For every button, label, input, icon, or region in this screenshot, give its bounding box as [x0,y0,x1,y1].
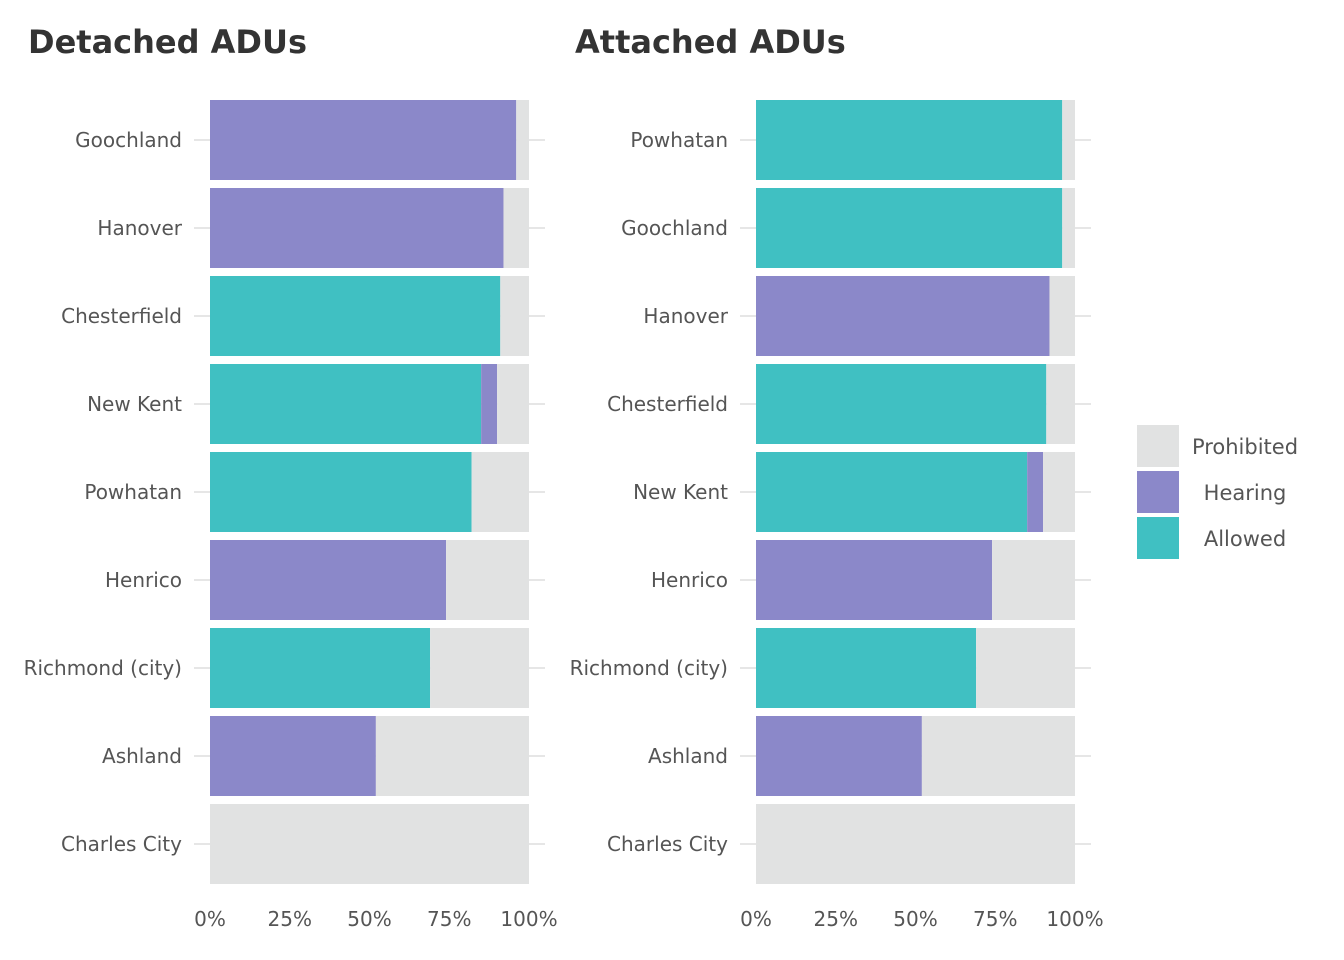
detached-adus-category-label: Richmond (city) [24,656,182,680]
attached-adus-bar-henrico-hearing [756,540,993,620]
detached-adus-bar-henrico-hearing [210,540,447,620]
detached-adus-bar-charles-city-prohibited [210,804,529,884]
attached-adus-bar-new-kent-hearing [1027,452,1044,532]
attached-adus-title: Attached ADUs [575,23,846,61]
detached-adus-category-label: Charles City [61,832,182,856]
detached-adus-bar-powhatan-allowed [210,452,472,532]
detached-adus-category-label: Powhatan [84,480,182,504]
detached-adus-x-tick-label: 75% [427,907,471,931]
legend-swatch-prohibited [1137,425,1179,467]
attached-adus-bar-ashland-hearing [756,716,922,796]
detached-adus-bar-new-kent-prohibited [497,364,529,444]
attached-adus-bar-new-kent-prohibited [1043,452,1075,532]
detached-adus-bar-richmond-city-allowed [210,628,431,708]
detached-adus-bar-new-kent-hearing [481,364,498,444]
attached-adus-x-tick-label: 25% [814,907,858,931]
detached-adus-bar-ashland-hearing [210,716,376,796]
detached-adus-bar-henrico-prohibited [446,540,529,620]
detached-adus-x-tick-label: 50% [347,907,391,931]
attached-adus-category-label: Powhatan [630,128,728,152]
detached-adus-bar-hanover-hearing [210,188,504,268]
attached-adus-bar-powhatan-allowed [756,100,1063,180]
attached-adus-bar-hanover-prohibited [1049,276,1075,356]
attached-adus-bar-hanover-hearing [756,276,1050,356]
attached-adus-bar-ashland-prohibited [921,716,1075,796]
detached-adus-x-tick-label: 25% [268,907,312,931]
attached-adus-bar-henrico-prohibited [992,540,1075,620]
attached-adus-category-label: New Kent [633,480,728,504]
detached-adus-bar-hanover-prohibited [503,188,529,268]
detached-adus-bar-ashland-prohibited [375,716,529,796]
attached-adus-bar-charles-city-prohibited [756,804,1075,884]
detached-adus-title: Detached ADUs [28,23,307,61]
attached-adus-category-label: Chesterfield [607,392,728,416]
legend-swatch-allowed [1137,517,1179,559]
attached-adus-bar-richmond-city-allowed [756,628,977,708]
legend-swatch-hearing [1137,471,1179,513]
detached-adus-bar-chesterfield-allowed [210,276,501,356]
attached-adus-category-label: Richmond (city) [570,656,728,680]
detached-adus-category-label: Goochland [75,128,182,152]
detached-adus-category-label: Ashland [102,744,182,768]
detached-adus-bar-powhatan-prohibited [471,452,529,532]
detached-adus-bar-richmond-city-prohibited [430,628,529,708]
attached-adus-bar-chesterfield-allowed [756,364,1047,444]
detached-adus-bar-new-kent-allowed [210,364,482,444]
detached-adus-bar-goochland-prohibited [516,100,529,180]
detached-adus-bar-goochland-hearing [210,100,517,180]
attached-adus-bar-goochland-prohibited [1062,188,1075,268]
attached-adus-bar-richmond-city-prohibited [976,628,1075,708]
attached-adus-bar-chesterfield-prohibited [1046,364,1075,444]
detached-adus-category-label: Hanover [97,216,182,240]
detached-adus-category-label: New Kent [87,392,182,416]
detached-adus-category-label: Henrico [105,568,182,592]
attached-adus-category-label: Henrico [651,568,728,592]
detached-adus-bar-chesterfield-prohibited [500,276,529,356]
attached-adus-x-tick-label: 0% [740,907,772,931]
attached-adus-bar-powhatan-prohibited [1062,100,1075,180]
detached-adus-x-tick-label: 100% [500,907,557,931]
attached-adus-bar-new-kent-allowed [756,452,1028,532]
legend-label-allowed: Allowed [1204,527,1286,551]
attached-adus-category-label: Goochland [621,216,728,240]
attached-adus-category-label: Charles City [607,832,728,856]
attached-adus-x-tick-label: 75% [973,907,1017,931]
detached-adus-x-tick-label: 0% [194,907,226,931]
detached-adus-category-label: Chesterfield [61,304,182,328]
attached-adus-bar-goochland-allowed [756,188,1063,268]
attached-adus-x-tick-label: 100% [1046,907,1103,931]
legend-label-hearing: Hearing [1204,481,1287,505]
attached-adus-x-tick-label: 50% [893,907,937,931]
attached-adus-category-label: Hanover [643,304,728,328]
legend-label-prohibited: Prohibited [1192,435,1298,459]
attached-adus-category-label: Ashland [648,744,728,768]
